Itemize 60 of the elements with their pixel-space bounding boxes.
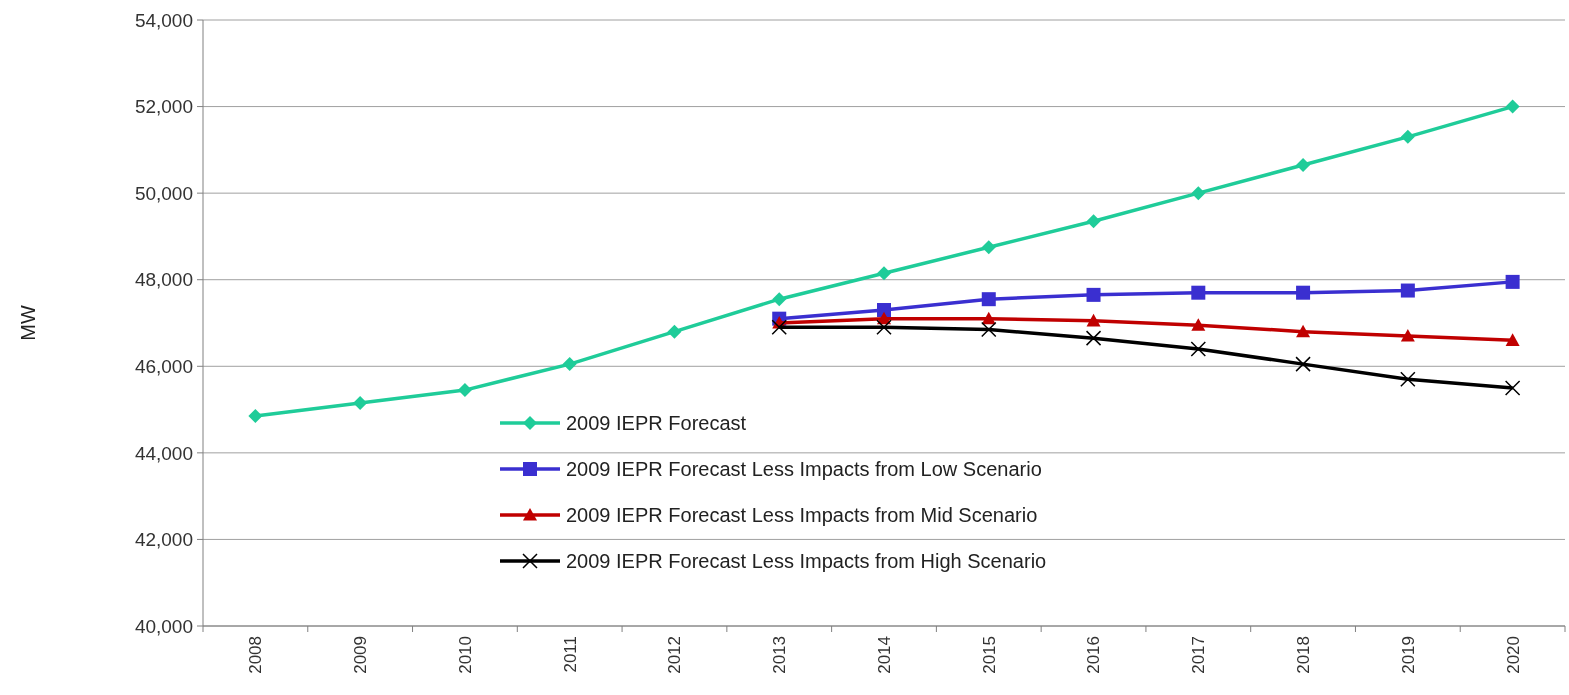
x-tick-label: 2017 [1189, 636, 1209, 674]
point [1085, 330, 1102, 346]
point [1086, 313, 1101, 327]
x-tick-label: 2016 [1084, 636, 1104, 674]
x-tick-label: 2008 [246, 636, 266, 674]
x-tick-label: 2014 [874, 636, 894, 674]
x-tick-label: 2012 [665, 636, 685, 674]
point [1295, 356, 1311, 372]
y-tick-label: 40,000 [134, 615, 193, 637]
point [1505, 274, 1520, 289]
point [1400, 328, 1415, 342]
y-tick-label: 42,000 [134, 529, 193, 551]
point [1400, 371, 1416, 388]
y-tick-label: 50,000 [134, 182, 193, 204]
legend-label: 2009 IEPR Forecast Less Impacts from Low Scenario [566, 458, 1042, 480]
point [877, 266, 891, 281]
point [1191, 186, 1206, 201]
x-tick-label: 2013 [770, 636, 790, 674]
legend-label: 2009 IEPR Forecast Less Impacts from High Scenario [566, 550, 1047, 572]
y-tick-label: 54,000 [134, 9, 193, 31]
point [667, 324, 682, 339]
point [1086, 214, 1101, 229]
x-tick-label: 2019 [1398, 636, 1418, 674]
point [877, 303, 891, 318]
point [457, 383, 472, 398]
x-tick-label: 2011 [560, 636, 580, 673]
x-tick-label: 2009 [351, 636, 371, 674]
point [1086, 287, 1101, 302]
point [771, 319, 787, 336]
y-tick-label: 52,000 [134, 96, 193, 118]
point [1505, 99, 1520, 114]
y-axis-title: MW [17, 305, 39, 341]
point [1504, 380, 1521, 396]
point [1296, 158, 1311, 173]
x-tick-label: 2010 [455, 636, 475, 674]
point [1400, 283, 1415, 298]
point [981, 292, 996, 307]
x-tick-label: 2015 [979, 636, 999, 674]
point [1191, 285, 1206, 300]
point [981, 321, 997, 338]
y-tick-label: 46,000 [134, 355, 193, 377]
point [1400, 129, 1415, 144]
y-tick-label: 48,000 [134, 269, 193, 291]
legend-label: 2009 IEPR Forecast Less Impacts from Mid Scenario [566, 504, 1038, 526]
x-tick-label: 2020 [1503, 636, 1523, 674]
point [1191, 318, 1206, 331]
point [772, 292, 787, 307]
point [981, 240, 996, 255]
point [1296, 324, 1311, 338]
point [1505, 333, 1520, 346]
point [1190, 341, 1207, 357]
x-tick-label: 2018 [1294, 636, 1314, 674]
point [248, 409, 263, 424]
point [562, 357, 577, 372]
point [876, 319, 892, 336]
point [981, 311, 996, 325]
legend-label: 2009 IEPR Forecast [566, 412, 747, 434]
point [353, 396, 368, 411]
point [1296, 285, 1311, 300]
y-tick-label: 44,000 [134, 442, 193, 464]
